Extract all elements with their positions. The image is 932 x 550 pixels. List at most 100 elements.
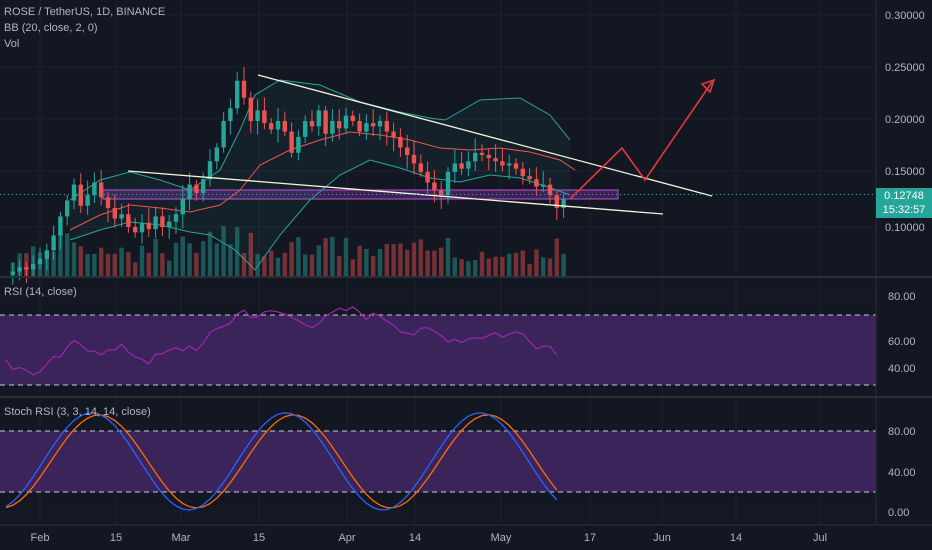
- volume-bar: [241, 253, 247, 276]
- volume-bar: [350, 259, 355, 276]
- time-tick-label: 17: [584, 532, 596, 544]
- candle-body: [377, 121, 383, 127]
- bollinger-band-fill: [70, 80, 570, 270]
- volume-bar: [527, 263, 532, 276]
- candle-body: [105, 197, 111, 208]
- candle-body: [167, 221, 172, 227]
- rsi-pane[interactable]: [0, 306, 876, 386]
- candle-body: [459, 163, 464, 169]
- candle-body: [520, 168, 525, 177]
- candle-body: [466, 161, 471, 169]
- candle-body: [473, 152, 478, 162]
- time-tick-label: 15: [253, 532, 265, 544]
- candle-body: [405, 147, 410, 155]
- volume-bar: [445, 237, 451, 276]
- time-tick-label: 14: [730, 532, 742, 544]
- volume-bar: [452, 257, 457, 276]
- candle-body: [173, 214, 179, 222]
- volume-bar: [554, 238, 559, 276]
- rsi-band: [0, 315, 876, 385]
- candle-body: [17, 267, 22, 272]
- candle-body: [282, 121, 287, 132]
- candle-body: [269, 123, 274, 130]
- time-tick-label: 14: [409, 532, 421, 544]
- candle-body: [248, 97, 253, 121]
- last-price-tag: 0.12748 15:32:57: [876, 188, 932, 218]
- volume-bar: [343, 237, 349, 276]
- wedge-lower-trendline[interactable]: [127, 170, 664, 215]
- candle-body: [160, 216, 165, 227]
- volume-bar: [398, 243, 403, 276]
- candle-body: [303, 121, 308, 137]
- volume-bar: [201, 241, 206, 276]
- volume-bar: [146, 252, 151, 276]
- candle-body: [364, 123, 369, 132]
- rsi-tick-label: 40.00: [888, 363, 916, 375]
- volume-bar: [255, 253, 260, 276]
- candle-body: [500, 161, 505, 166]
- candle-body: [289, 131, 294, 153]
- volume-bar: [337, 255, 342, 276]
- axis-labels[interactable]: 0.30000 0.25000 0.20000 0.15000 0.10000 80.00…: [31, 10, 925, 544]
- rsi-tick-label: 60.00: [888, 336, 916, 348]
- candle-body: [187, 184, 192, 200]
- bollinger-upper: [69, 79, 571, 201]
- candle-body: [493, 158, 498, 162]
- volume-bar: [58, 230, 63, 276]
- candle-body: [411, 154, 417, 164]
- candle-body: [391, 131, 396, 137]
- candle-body: [112, 207, 117, 219]
- symbol-title[interactable]: ROSE / TetherUS, 1D, BINANCE: [4, 6, 166, 18]
- volume-indicator-label[interactable]: Vol: [4, 38, 20, 50]
- candle-body: [350, 115, 355, 121]
- candle-body: [78, 184, 83, 206]
- stoch-k-line: [5, 412, 558, 511]
- volume-bar: [534, 249, 539, 276]
- stoch-rsi-title[interactable]: Stoch RSI (3, 3, 14, 14, close): [4, 406, 151, 418]
- price-tick-label: 0.20000: [885, 114, 925, 126]
- candle-body: [547, 184, 553, 196]
- candle-body: [51, 235, 56, 251]
- volume-bar: [221, 226, 226, 276]
- candle-body: [221, 121, 226, 148]
- candle-body: [58, 216, 63, 236]
- volume-bar: [119, 247, 124, 276]
- projection-arrowhead: [700, 78, 716, 94]
- candle-body: [180, 199, 185, 215]
- candle-body: [153, 216, 158, 230]
- stoch-rsi-pane[interactable]: [0, 412, 876, 511]
- bb-indicator-label[interactable]: BB (20, close, 2, 0): [4, 22, 98, 34]
- stoch-tick-label: 0.00: [888, 507, 909, 519]
- volume-bar: [547, 258, 553, 276]
- projection-path[interactable]: [569, 81, 713, 200]
- wedge-upper-trendline[interactable]: [257, 74, 713, 197]
- last-price-value: 0.12748: [884, 190, 924, 202]
- candle-body: [330, 121, 335, 134]
- time-tick-label: Jun: [653, 532, 671, 544]
- candle-body: [201, 179, 206, 194]
- volume-bar: [357, 245, 362, 276]
- volume-bar: [126, 252, 131, 276]
- candle-body: [554, 195, 559, 208]
- rsi-title[interactable]: RSI (14, close): [4, 286, 77, 298]
- candle-body: [425, 171, 430, 183]
- candle-body: [228, 108, 233, 121]
- candle-body: [99, 182, 104, 198]
- volume-bar: [479, 251, 485, 276]
- volume-bar: [384, 244, 389, 276]
- price-pane[interactable]: [0, 66, 876, 285]
- volume-bar: [520, 250, 525, 276]
- candle-body: [31, 264, 36, 270]
- volume-bar: [432, 250, 437, 276]
- rsi-tick-label: 80.00: [888, 291, 916, 303]
- price-tick-label: 0.25000: [885, 62, 925, 74]
- candle-body: [445, 171, 451, 196]
- volume-bar: [65, 233, 70, 276]
- volume-bar: [139, 245, 145, 276]
- volume-bar: [180, 236, 185, 276]
- volume-bar: [275, 257, 281, 276]
- candle-body: [10, 271, 15, 275]
- volume-bar: [269, 250, 274, 276]
- time-tick-label: Apr: [338, 532, 355, 544]
